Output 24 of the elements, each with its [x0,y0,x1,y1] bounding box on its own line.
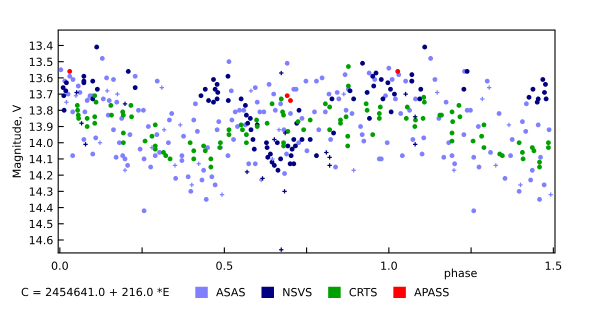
y-axis-title: Magnitude, V [12,104,24,178]
legend-label: ASAS [216,288,245,296]
y-tick-label: 13.8 [30,106,53,115]
x-tick-label: 1.0 [381,261,397,270]
y-tick-label: 13.5 [30,58,52,66]
x-tick-label: 0.0 [52,261,68,270]
x-axis-title: phase [444,268,477,280]
y-tick-label: 14.6 [30,236,53,244]
y-tick-label: 14.1 [30,155,52,164]
y-tick-label: 13.4 [30,41,53,50]
y-tick-label: 13.6 [30,74,53,82]
y-tick-label: 14.3 [30,187,52,196]
y-tick-label: 13.9 [30,122,53,131]
y-tick-label: 14.2 [30,171,52,180]
legend-label: CRTS [349,288,377,296]
y-tick-label: 14.4 [30,204,53,212]
legend-label: APASS [414,288,449,296]
y-tick-label: 13.7 [30,90,52,98]
x-tick-label: 0.5 [216,261,232,270]
text: C = 2454641.0 + 216.0 *E [22,288,169,296]
legend-label: NSVS [283,288,312,296]
y-tick-label: 14.5 [30,220,52,228]
x-tick-label: 1.5 [546,262,562,270]
y-tick-label: 14.0 [30,138,53,148]
